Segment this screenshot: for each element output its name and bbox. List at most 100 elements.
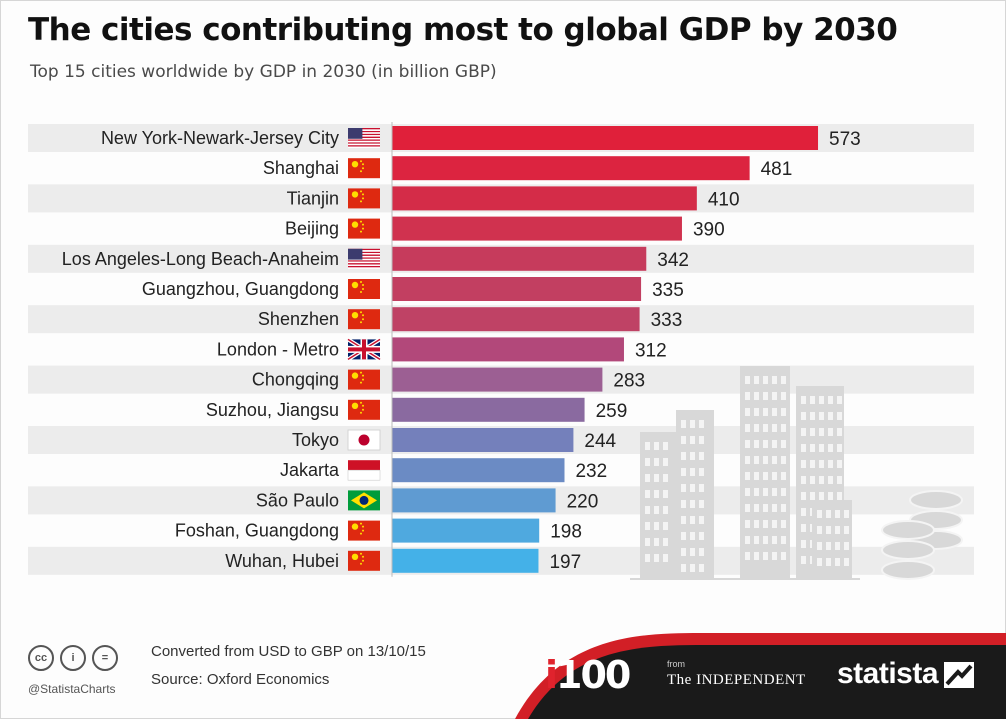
category-label: Tianjin	[287, 188, 339, 208]
building-window	[837, 412, 842, 420]
building-window	[763, 440, 768, 448]
value-label: 410	[708, 189, 740, 210]
building-window	[645, 490, 650, 498]
usa-flag-icon	[348, 248, 380, 269]
usa-flag-icon	[348, 128, 380, 148]
building-window	[681, 436, 686, 444]
building-window	[844, 510, 849, 518]
statista-logo-icon	[944, 662, 974, 688]
by-icon[interactable]: i	[60, 645, 86, 671]
bars-layer: New York-Newark-Jersey City 573 Shanghai 48…	[62, 122, 861, 577]
building-window	[772, 456, 777, 464]
building-window	[654, 474, 659, 482]
building-window	[763, 472, 768, 480]
building-window	[690, 468, 695, 476]
building-window	[828, 476, 833, 484]
building-window	[681, 468, 686, 476]
building-window	[663, 490, 668, 498]
building-window	[745, 504, 750, 512]
building-window	[745, 552, 750, 560]
building-window	[781, 392, 786, 400]
building-window	[763, 504, 768, 512]
building-window	[681, 532, 686, 540]
coin	[881, 520, 935, 540]
building-window	[663, 458, 668, 466]
building-window	[781, 552, 786, 560]
building-window	[781, 520, 786, 528]
building-window	[837, 396, 842, 404]
building-window	[654, 538, 659, 546]
bar	[392, 367, 603, 392]
building-window	[754, 408, 759, 416]
building-window	[781, 456, 786, 464]
i100-logo[interactable]: i100	[545, 653, 631, 697]
building-window	[645, 538, 650, 546]
building-window	[763, 520, 768, 528]
building-window	[690, 516, 695, 524]
value-label: 283	[613, 371, 645, 392]
building-window	[837, 444, 842, 452]
building	[640, 432, 676, 578]
cc-icon[interactable]: cc	[28, 645, 54, 671]
building-window	[819, 396, 824, 404]
license-icons: cc i =	[28, 645, 118, 671]
brazil-flag-icon	[348, 490, 380, 511]
building-window	[754, 520, 759, 528]
building-window	[754, 552, 759, 560]
building-window	[810, 476, 815, 484]
building-window	[699, 420, 704, 428]
statista-logo[interactable]: statista	[837, 657, 939, 690]
building-window	[690, 564, 695, 572]
building-window	[801, 460, 806, 468]
building-window	[699, 452, 704, 460]
value-label: 232	[575, 461, 607, 482]
ground-line	[630, 578, 860, 580]
category-label: Suzhou, Jiangsu	[206, 400, 339, 420]
conversion-note: Converted from USD to GBP on 13/10/15	[151, 643, 426, 660]
bar	[392, 307, 640, 332]
building-window	[781, 488, 786, 496]
china-flag-icon	[348, 309, 380, 330]
building-window	[699, 484, 704, 492]
building-window	[681, 564, 686, 572]
source-note[interactable]: Source: Oxford Economics	[151, 671, 330, 688]
building-window	[772, 472, 777, 480]
building-window	[745, 440, 750, 448]
bar	[392, 337, 624, 362]
building-window	[645, 522, 650, 530]
bar	[392, 458, 565, 483]
value-label: 312	[635, 340, 667, 361]
category-label: Shenzhen	[258, 309, 339, 329]
building-window	[772, 376, 777, 384]
building-window	[772, 440, 777, 448]
building-window	[801, 412, 806, 420]
building-window	[745, 424, 750, 432]
bar	[392, 518, 540, 543]
building-window	[817, 558, 822, 566]
building-window	[654, 442, 659, 450]
building-window	[745, 520, 750, 528]
bar-chart: New York-Newark-Jersey City 573 Shanghai 48…	[28, 122, 974, 580]
bar	[392, 428, 574, 452]
building-window	[828, 492, 833, 500]
building-window	[801, 556, 806, 564]
from-label: from	[667, 659, 685, 669]
building-window	[837, 492, 842, 500]
building-window	[754, 440, 759, 448]
building-window	[699, 564, 704, 572]
building-window	[645, 554, 650, 562]
building-window	[690, 436, 695, 444]
building-window	[819, 492, 824, 500]
building-window	[810, 396, 815, 404]
building-window	[663, 506, 668, 514]
nd-icon[interactable]: =	[92, 645, 118, 671]
building-window	[828, 396, 833, 404]
building-window	[801, 396, 806, 404]
building-window	[690, 452, 695, 460]
independent-logo[interactable]: The INDEPENDENT	[667, 672, 806, 688]
footer-band	[515, 633, 1006, 719]
building-window	[681, 420, 686, 428]
statista-handle[interactable]: @StatistaCharts	[28, 682, 116, 696]
building-window	[772, 488, 777, 496]
value-label: 197	[549, 552, 581, 573]
